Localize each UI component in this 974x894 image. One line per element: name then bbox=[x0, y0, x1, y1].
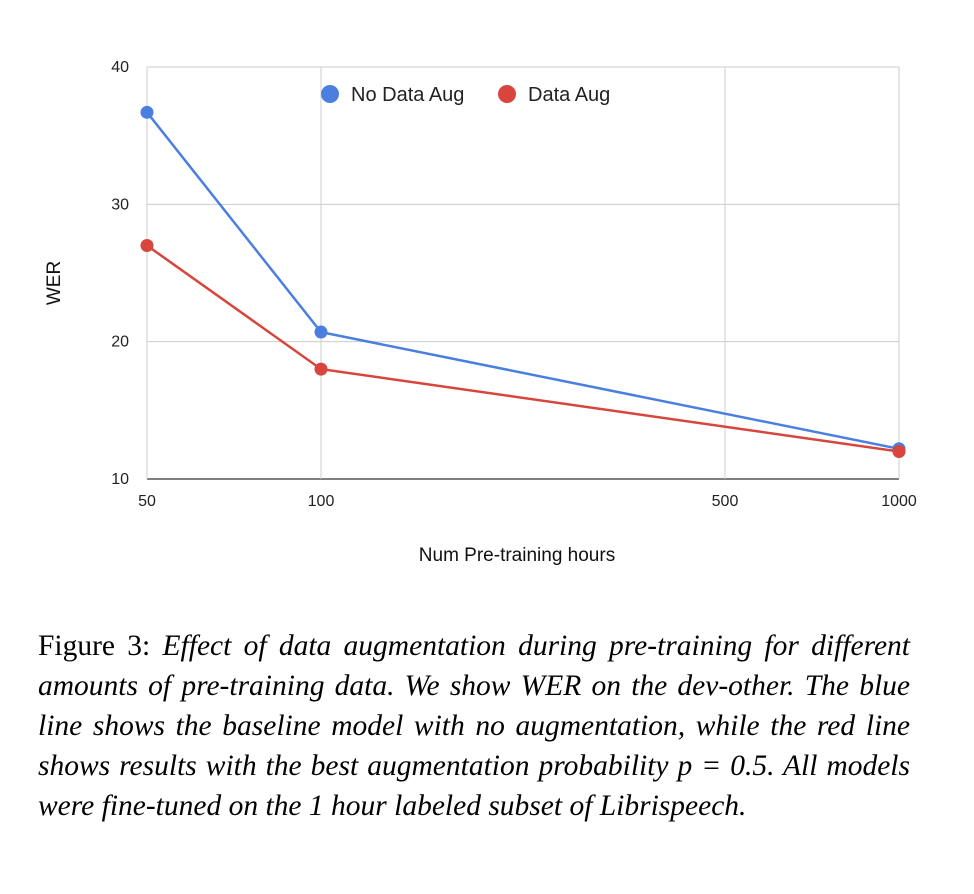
y-tick-label: 40 bbox=[111, 59, 129, 76]
chart-grid bbox=[146, 66, 900, 480]
x-axis-title: Num Pre-training hours bbox=[419, 545, 615, 566]
legend-label: No Data Aug bbox=[351, 84, 464, 106]
x-tick-label: 1000 bbox=[881, 493, 917, 510]
y-tick-label: 10 bbox=[111, 471, 129, 488]
series-data-aug bbox=[140, 239, 906, 459]
series-no-data-aug bbox=[140, 105, 906, 456]
legend: No Data Aug Data Aug bbox=[321, 84, 610, 106]
data-point bbox=[140, 239, 154, 253]
figure-caption: Figure 3: Effect of data augmentation du… bbox=[38, 626, 910, 826]
legend-marker bbox=[498, 85, 516, 103]
data-point bbox=[314, 325, 328, 339]
wer-line-chart: 10 20 30 40 50 100 500 1000 No Data Aug Data Au… bbox=[44, 59, 917, 566]
caption-label: Figure 3: bbox=[38, 630, 151, 662]
legend-marker bbox=[321, 85, 339, 103]
data-point bbox=[892, 445, 906, 459]
y-tick-label: 30 bbox=[111, 196, 129, 213]
data-point bbox=[314, 362, 328, 376]
data-point bbox=[140, 105, 154, 119]
legend-label: Data Aug bbox=[528, 84, 610, 106]
y-axis-ticks: 10 20 30 40 bbox=[111, 59, 129, 488]
series-layer bbox=[140, 105, 906, 459]
y-axis-title: WER bbox=[44, 261, 65, 305]
x-tick-label: 100 bbox=[308, 493, 335, 510]
caption-text: Effect of data augmentation during pre-t… bbox=[38, 630, 910, 822]
x-axis-ticks: 50 100 500 1000 bbox=[138, 493, 917, 510]
y-tick-label: 20 bbox=[111, 334, 129, 351]
x-tick-label: 50 bbox=[138, 493, 156, 510]
x-tick-label: 500 bbox=[712, 493, 739, 510]
series-line bbox=[146, 244, 900, 453]
